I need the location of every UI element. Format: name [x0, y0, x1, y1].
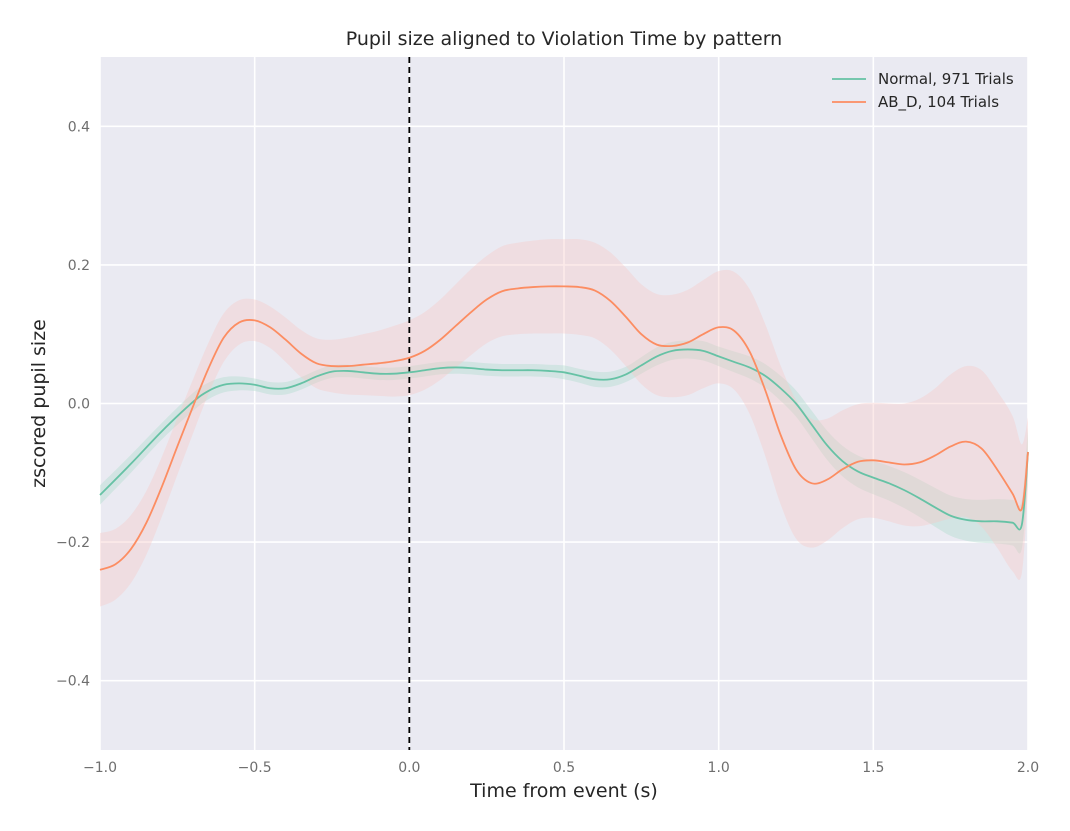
y-tick-label: 0.2 — [68, 258, 90, 274]
confidence-band-ab-d-104-trials — [100, 239, 1028, 607]
y-tick-label: 0.4 — [68, 119, 90, 135]
x-tick-label: 1.5 — [862, 760, 884, 776]
series-lines — [99, 285, 1029, 571]
legend: Normal, 971 Trials AB_D, 104 Trials — [832, 70, 1014, 112]
confidence-bands — [100, 239, 1028, 607]
tick-labels: −1.0 −0.5 0.0 0.5 1.0 1.5 2.0 −0.4 −0.2 0.0 0.2 0.4 — [56, 119, 1039, 776]
x-tick-label: 0.5 — [553, 760, 575, 776]
chart-title: Pupil size aligned to Violation Time by … — [346, 28, 782, 50]
x-tick-label: 1.0 — [708, 760, 730, 776]
y-axis-label: zscored pupil size — [28, 319, 50, 488]
y-tick-label: −0.2 — [56, 535, 90, 551]
legend-label-ab-d-104-trials: AB_D, 104 Trials — [878, 93, 999, 112]
series-line-normal-971-trials — [99, 348, 1029, 531]
x-axis-label: Time from event (s) — [469, 780, 658, 802]
x-tick-label: 2.0 — [1017, 760, 1039, 776]
x-tick-label: −1.0 — [83, 760, 117, 776]
y-tick-label: −0.4 — [56, 674, 90, 690]
x-tick-label: −0.5 — [238, 760, 272, 776]
y-tick-label: 0.0 — [68, 397, 90, 413]
confidence-band-normal-971-trials — [100, 340, 1028, 554]
legend-label-normal-971-trials: Normal, 971 Trials — [878, 70, 1014, 88]
series-line-ab-d-104-trials — [99, 285, 1029, 571]
x-tick-label: 0.0 — [398, 760, 420, 776]
